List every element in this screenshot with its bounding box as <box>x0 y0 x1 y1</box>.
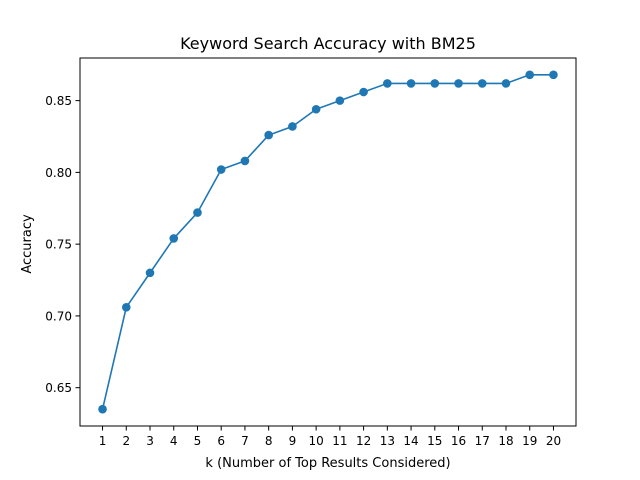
data-point <box>454 79 463 88</box>
data-point <box>383 79 392 88</box>
data-point <box>359 87 368 97</box>
x-tick-label: 8 <box>265 434 273 448</box>
y-tick-label: 0.75 <box>45 238 72 252</box>
x-tick-label: 4 <box>170 434 178 448</box>
x-tick-label: 14 <box>403 434 418 448</box>
series-layer <box>98 70 558 414</box>
x-tick-label: 3 <box>146 434 154 448</box>
data-point <box>216 165 226 174</box>
x-tick-label: 15 <box>427 434 442 448</box>
data-point <box>240 156 250 166</box>
y-axis-ticks: 0.65 0.70 0.75 0.80 0.85 <box>45 94 80 395</box>
data-point <box>193 208 202 217</box>
plot-frame <box>79 57 577 427</box>
x-tick-label: 12 <box>356 434 371 448</box>
data-point <box>430 79 440 88</box>
x-tick-label: 11 <box>332 434 347 448</box>
data-point <box>335 96 345 105</box>
x-tick-label: 1 <box>99 434 107 448</box>
x-tick-label: 6 <box>217 434 225 448</box>
y-tick-label: 0.70 <box>45 309 72 323</box>
x-tick-label: 2 <box>122 434 130 448</box>
x-tick-label: 7 <box>241 434 249 448</box>
data-point <box>169 234 179 243</box>
data-point <box>264 130 273 140</box>
x-tick-label: 17 <box>475 434 490 448</box>
x-tick-label: 9 <box>289 434 297 448</box>
data-point <box>145 268 155 278</box>
x-tick-label: 13 <box>380 434 395 448</box>
data-point <box>477 79 487 88</box>
x-axis-label: k (Number of Top Results Considered) <box>205 456 450 471</box>
data-point <box>288 122 297 131</box>
y-tick-label: 0.80 <box>45 166 72 180</box>
y-tick-label: 0.65 <box>45 381 72 395</box>
x-tick-label: 19 <box>522 434 537 448</box>
x-tick-label: 18 <box>498 434 513 448</box>
data-point <box>549 70 558 80</box>
data-point <box>406 79 416 88</box>
chart-title: Keyword Search Accuracy with BM25 <box>180 34 476 53</box>
data-point <box>98 404 107 414</box>
data-point <box>501 79 511 88</box>
x-axis-ticks: 1 2 3 4 5 6 7 8 9 10 11 12 13 14 15 16 17 18 19 20 <box>99 426 561 448</box>
x-tick-label: 10 <box>308 434 323 448</box>
data-point <box>525 70 535 80</box>
data-point <box>311 104 321 114</box>
x-tick-label: 16 <box>451 434 466 448</box>
y-tick-label: 0.85 <box>45 94 72 108</box>
x-tick-label: 5 <box>194 434 202 448</box>
x-tick-label: 20 <box>546 434 561 448</box>
data-point <box>121 303 131 312</box>
y-axis-label: Accuracy <box>20 214 35 274</box>
